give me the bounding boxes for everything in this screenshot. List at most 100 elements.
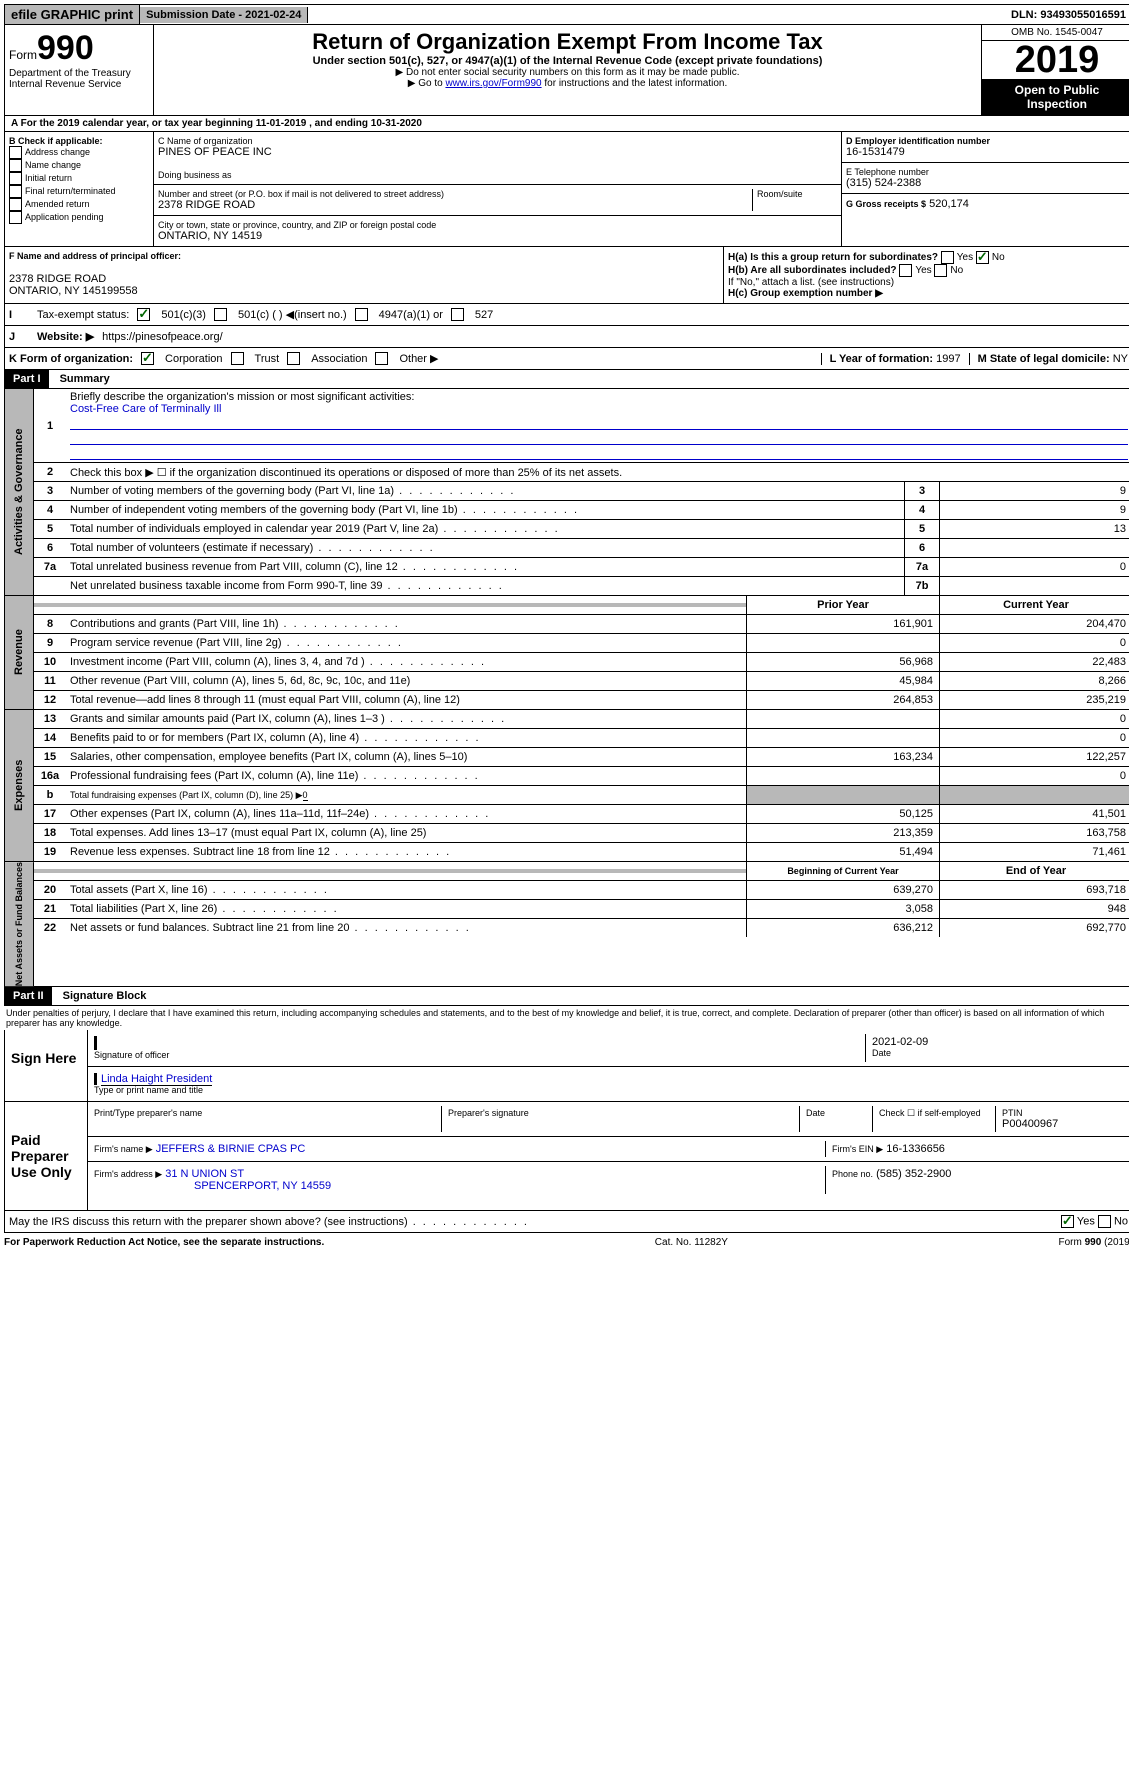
row-a-period: A For the 2019 calendar year, or tax yea… — [4, 116, 1129, 132]
l7b-text: Net unrelated business taxable income fr… — [66, 578, 904, 594]
l20-text: Total assets (Part X, line 16) — [66, 882, 746, 898]
firm-addr-label: Firm's address ▶ — [94, 1169, 162, 1179]
discuss-no[interactable] — [1098, 1215, 1111, 1228]
checkbox-pending[interactable] — [9, 211, 22, 224]
b-opt-4: Amended return — [9, 198, 149, 211]
ptin: P00400967 — [1002, 1118, 1122, 1130]
i-501c3[interactable] — [137, 308, 150, 321]
l8-text: Contributions and grants (Part VIII, lin… — [66, 616, 746, 632]
c-name-label: C Name of organization — [158, 136, 837, 146]
part1-title: Summary — [52, 373, 110, 385]
k-assoc[interactable] — [287, 352, 300, 365]
k-corp[interactable] — [141, 352, 154, 365]
l16b-pre: Total fundraising expenses (Part IX, col… — [70, 790, 303, 800]
paid-preparer-label: Paid Preparer Use Only — [5, 1102, 88, 1210]
discuss-yes[interactable] — [1061, 1215, 1074, 1228]
row-i: I Tax-exempt status: 501(c)(3) 501(c) ( … — [4, 304, 1129, 326]
hb-note: If "No," attach a list. (see instruction… — [728, 277, 1128, 288]
e-label: E Telephone number — [846, 167, 1128, 177]
g-label: G Gross receipts $ — [846, 199, 926, 209]
l20-end: 693,718 — [939, 881, 1129, 899]
i-527[interactable] — [451, 308, 464, 321]
hdr-beg: Beginning of Current Year — [746, 862, 939, 880]
footer-mid: Cat. No. 11282Y — [655, 1237, 728, 1248]
name-title-label: Type or print name and title — [94, 1085, 1126, 1095]
i-4947[interactable] — [355, 308, 368, 321]
year-formation: 1997 — [936, 353, 960, 365]
hb-no[interactable] — [934, 264, 947, 277]
firm-ein: 16-1336656 — [886, 1143, 945, 1155]
checkbox-name-change[interactable] — [9, 159, 22, 172]
f-label: F Name and address of principal officer: — [9, 251, 719, 261]
l13-curr: 0 — [939, 710, 1129, 728]
submission-date: Submission Date - 2021-02-24 — [140, 7, 308, 23]
l16a-text: Professional fundraising fees (Part IX, … — [66, 768, 746, 784]
l7a-val: 0 — [939, 558, 1129, 576]
checkbox-addr-change[interactable] — [9, 146, 22, 159]
discuss-row: May the IRS discuss this return with the… — [4, 1211, 1129, 1233]
l7a-text: Total unrelated business revenue from Pa… — [66, 559, 904, 575]
l8-curr: 204,470 — [939, 615, 1129, 633]
l15-text: Salaries, other compensation, employee b… — [66, 749, 746, 765]
side-revenue: Revenue — [5, 596, 34, 709]
officer-addr1: 2378 RIDGE ROAD — [9, 273, 719, 285]
b-opt-5: Application pending — [9, 211, 149, 224]
main-title: Return of Organization Exempt From Incom… — [158, 29, 977, 55]
b-opt-2: Initial return — [9, 172, 149, 185]
footer-form-no: 990 — [1085, 1237, 1102, 1248]
part1-header: Part I Summary — [4, 370, 1129, 389]
l9-prior — [746, 634, 939, 652]
efile-label[interactable]: efile GRAPHIC print — [5, 5, 140, 24]
k-other[interactable] — [375, 352, 388, 365]
i-501c[interactable] — [214, 308, 227, 321]
b-opt-0-label: Address change — [25, 147, 90, 157]
website-url: https://pinesofpeace.org/ — [102, 331, 222, 343]
l18-text: Total expenses. Add lines 13–17 (must eq… — [66, 825, 746, 841]
b-opt-2-label: Initial return — [25, 173, 72, 183]
revenue-section: Revenue Prior YearCurrent Year 8Contribu… — [4, 596, 1129, 710]
irs-link[interactable]: www.irs.gov/Form990 — [445, 78, 541, 89]
dept-treasury: Department of the Treasury Internal Reve… — [9, 68, 149, 90]
b-opt-1: Name change — [9, 159, 149, 172]
row-klm: K Form of organization: Corporation Trus… — [4, 348, 1129, 370]
hb-yes[interactable] — [899, 264, 912, 277]
b-label: B Check if applicable: — [9, 136, 149, 146]
dln: DLN: 93493055016591 — [1005, 7, 1129, 23]
expenses-section: Expenses 13Grants and similar amounts pa… — [4, 710, 1129, 862]
checkbox-initial[interactable] — [9, 172, 22, 185]
l20-beg: 639,270 — [746, 881, 939, 899]
l4-text: Number of independent voting members of … — [66, 502, 904, 518]
checkbox-amended[interactable] — [9, 198, 22, 211]
section-bcd: B Check if applicable: Address change Na… — [4, 132, 1129, 247]
form-number: 990 — [37, 29, 94, 67]
ha-yes[interactable] — [941, 251, 954, 264]
ha-no[interactable] — [976, 251, 989, 264]
l6-text: Total number of volunteers (estimate if … — [66, 540, 904, 556]
state-domicile: NY — [1113, 353, 1128, 365]
l18-curr: 163,758 — [939, 824, 1129, 842]
firm-phone: (585) 352-2900 — [876, 1168, 951, 1180]
yes-label: Yes — [1077, 1216, 1095, 1228]
checkbox-final[interactable] — [9, 185, 22, 198]
inst2-post: for instructions and the latest informat… — [542, 78, 728, 89]
l22-end: 692,770 — [939, 919, 1129, 937]
ein: 16-1531479 — [846, 146, 1128, 158]
h-b: H(b) Are all subordinates included? Yes … — [728, 264, 1128, 277]
room-label: Room/suite — [752, 189, 837, 211]
l17-curr: 41,501 — [939, 805, 1129, 823]
sign-here-section: Sign Here Signature of officer 2021-02-0… — [4, 1030, 1129, 1102]
discuss-text: May the IRS discuss this return with the… — [9, 1216, 529, 1228]
sign-here-label: Sign Here — [5, 1030, 88, 1101]
h-a: H(a) Is this a group return for subordin… — [728, 251, 1128, 264]
i-o3: 4947(a)(1) or — [379, 309, 443, 321]
k-trust[interactable] — [231, 352, 244, 365]
org-name: PINES OF PEACE INC — [158, 146, 837, 158]
m-label: M State of legal domicile: — [978, 353, 1110, 365]
k-label: K Form of organization: — [9, 353, 133, 365]
l18-prior: 213,359 — [746, 824, 939, 842]
k-o4: Other ▶ — [399, 352, 438, 365]
sig-date: 2021-02-09 — [872, 1036, 1122, 1048]
b-opt-1-label: Name change — [25, 160, 81, 170]
footer: For Paperwork Reduction Act Notice, see … — [4, 1233, 1129, 1252]
netassets-section: Net Assets or Fund Balances Beginning of… — [4, 862, 1129, 987]
